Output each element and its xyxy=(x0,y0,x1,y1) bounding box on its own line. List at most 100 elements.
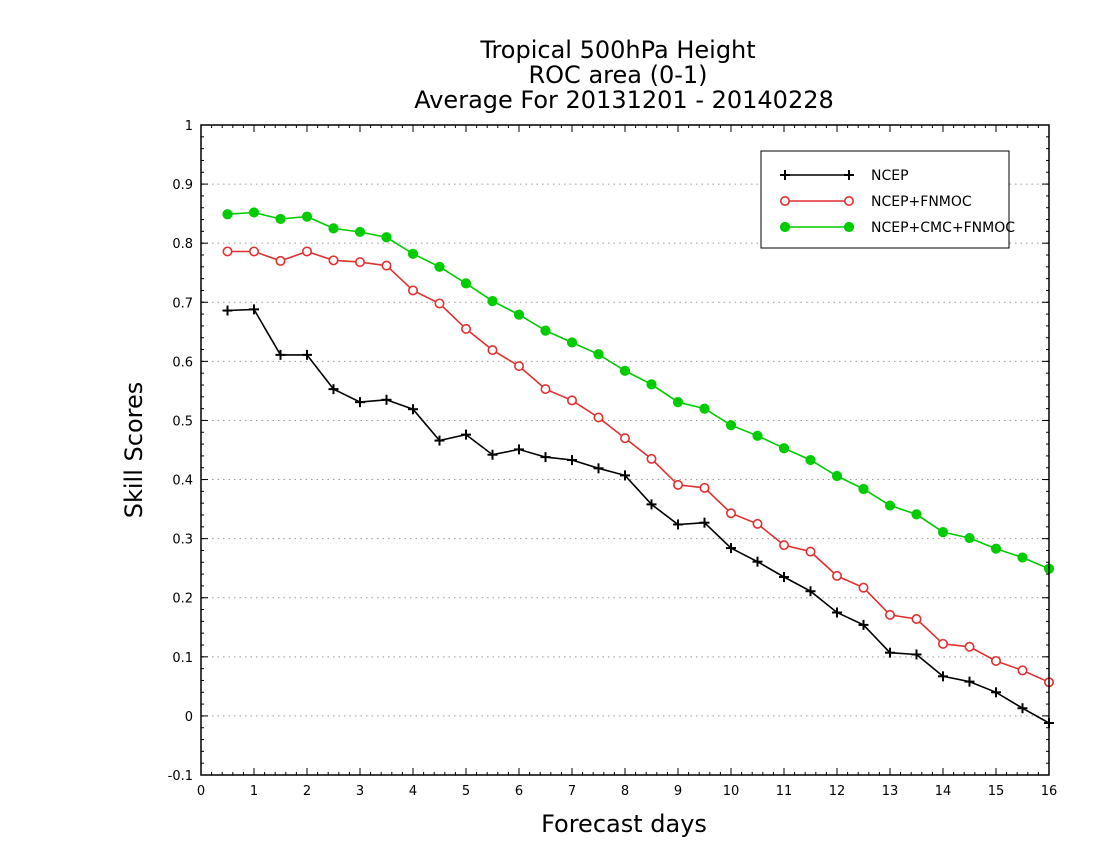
data-point xyxy=(672,397,684,408)
data-point xyxy=(991,687,1001,698)
data-point xyxy=(540,384,551,395)
data-point xyxy=(301,246,312,257)
data-point xyxy=(408,404,418,415)
legend: NCEP NCEP+FNMOC NCEP+CMC+FNMOC xyxy=(760,150,1015,249)
data-point xyxy=(302,349,312,360)
legend-item: NCEP+FNMOC xyxy=(779,194,972,210)
data-point xyxy=(593,463,604,474)
series-0 xyxy=(222,304,1054,728)
data-point xyxy=(487,345,498,356)
data-point xyxy=(885,647,895,658)
data-point xyxy=(301,211,313,222)
data-point xyxy=(540,325,551,336)
data-point xyxy=(964,641,975,652)
data-point xyxy=(832,607,842,618)
y-tick-label: 0.9 xyxy=(172,178,193,193)
data-point xyxy=(513,309,525,320)
data-point xyxy=(566,395,577,406)
data-point xyxy=(964,532,975,544)
data-point xyxy=(646,379,657,390)
legend-marker xyxy=(843,196,854,207)
data-point xyxy=(355,397,365,408)
data-point xyxy=(725,420,737,431)
data-point xyxy=(222,246,233,257)
y-tick-label: 0.7 xyxy=(172,296,193,311)
data-point xyxy=(858,483,869,495)
x-tick-label: 3 xyxy=(356,784,364,799)
data-point xyxy=(460,278,472,289)
data-point xyxy=(487,295,498,307)
data-point xyxy=(699,482,710,493)
legend-label: NCEP xyxy=(871,168,909,184)
data-point xyxy=(620,470,630,481)
data-point xyxy=(778,443,790,454)
x-tick-label: 9 xyxy=(674,784,682,799)
y-tick-label: 0.1 xyxy=(172,651,193,666)
data-point xyxy=(567,455,577,466)
y-tick-label: 0.5 xyxy=(172,414,193,429)
data-point xyxy=(275,255,286,266)
data-point xyxy=(884,500,896,511)
data-point xyxy=(513,361,524,372)
data-point xyxy=(805,546,816,557)
data-point xyxy=(646,499,657,510)
data-point xyxy=(460,323,471,334)
data-point xyxy=(779,572,789,583)
data-point xyxy=(752,556,763,567)
data-point xyxy=(937,527,949,538)
data-point xyxy=(911,509,922,520)
data-point xyxy=(778,540,789,551)
x-tick-label: 6 xyxy=(515,784,523,799)
x-tick-label: 16 xyxy=(1041,784,1058,799)
data-point xyxy=(381,394,392,405)
data-point xyxy=(222,209,233,220)
x-tick-label: 7 xyxy=(568,784,576,799)
data-point xyxy=(249,246,260,257)
x-tick-label: 2 xyxy=(303,784,311,799)
legend-marker xyxy=(843,221,855,233)
data-point xyxy=(699,403,710,414)
grid xyxy=(201,183,1049,717)
x-tick-label: 12 xyxy=(829,784,846,799)
data-point xyxy=(831,470,843,482)
chart-title-line-2: ROC area (0-1) xyxy=(528,61,707,89)
data-point xyxy=(937,638,948,649)
y-tick-label: 0.8 xyxy=(172,237,193,252)
data-point xyxy=(619,433,630,444)
data-point xyxy=(752,518,763,529)
y-tick-label: 0.6 xyxy=(172,355,193,370)
x-tick-label: 15 xyxy=(988,784,1005,799)
legend-label: NCEP+FNMOC xyxy=(871,194,972,210)
data-point xyxy=(805,586,816,597)
series-line xyxy=(227,308,1050,724)
x-tick-label: 10 xyxy=(723,784,740,799)
data-point xyxy=(752,430,763,441)
data-point xyxy=(434,435,445,446)
data-point xyxy=(354,257,365,268)
chart-title-line-3: Average For 20131201 - 20140228 xyxy=(414,86,834,114)
data-point xyxy=(275,213,286,225)
y-tick-label: 0 xyxy=(185,710,193,725)
data-point xyxy=(328,255,339,266)
series-2 xyxy=(222,207,1055,574)
series-line xyxy=(227,211,1050,570)
legend-marker xyxy=(779,221,791,233)
plot-series xyxy=(222,207,1055,728)
legend-box xyxy=(760,150,1010,249)
data-point xyxy=(990,543,1002,554)
x-tick-label: 8 xyxy=(621,784,629,799)
data-point xyxy=(593,412,604,423)
data-point xyxy=(275,349,286,360)
data-point xyxy=(673,519,683,530)
data-point xyxy=(938,671,948,682)
legend-item: NCEP+CMC+FNMOC xyxy=(779,220,1015,236)
x-axis-title: Forecast days xyxy=(541,810,707,838)
data-point xyxy=(381,260,392,271)
data-point xyxy=(911,613,922,624)
x-tick-label: 13 xyxy=(882,784,899,799)
data-point xyxy=(407,285,418,296)
x-tick-label: 14 xyxy=(935,784,952,799)
y-tick-label: 0.4 xyxy=(172,474,193,489)
x-tick-label: 5 xyxy=(462,784,470,799)
